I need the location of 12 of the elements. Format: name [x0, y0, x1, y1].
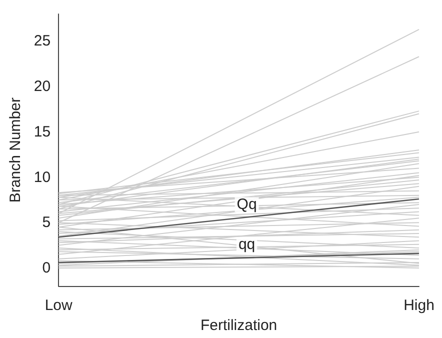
series-label: qq [238, 236, 256, 253]
y-tick-label: 25 [34, 32, 51, 50]
x-axis-title: Fertilization [200, 317, 278, 334]
y-tick-label: 0 [42, 259, 51, 276]
y-tick-label: 15 [34, 123, 51, 140]
x-tick-label: Low [44, 297, 73, 314]
y-tick-label: 10 [34, 168, 51, 186]
series-label: Qq [236, 196, 257, 214]
y-tick-label: 5 [42, 214, 51, 232]
y-axis-title: Branch Number [7, 98, 24, 203]
y-tick-label: 20 [34, 78, 51, 96]
x-tick-label: High [404, 297, 434, 314]
